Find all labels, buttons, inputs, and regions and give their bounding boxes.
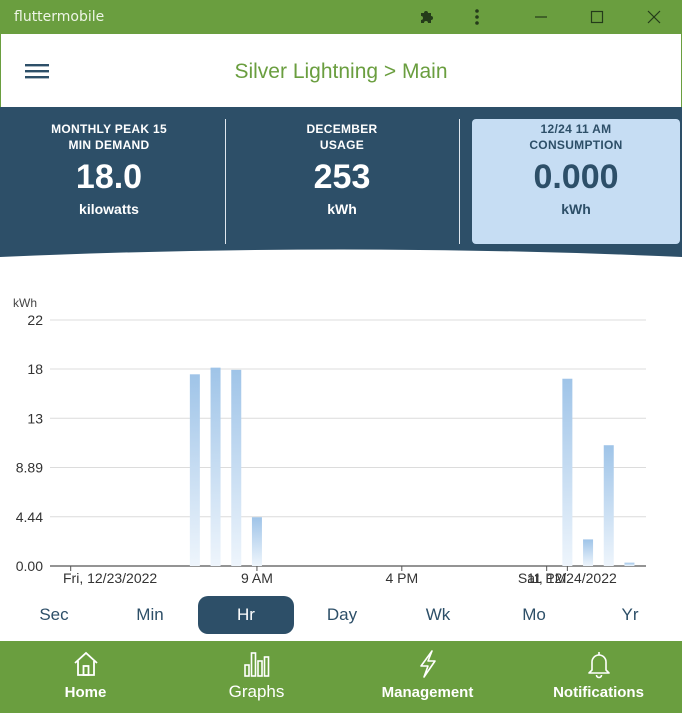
nav-graphs[interactable]: Graphs <box>171 641 342 713</box>
timeframe-sec-button[interactable]: Sec <box>39 605 69 624</box>
nav-notifications[interactable]: Notifications <box>513 641 682 713</box>
page-title: Silver Lightning > Main <box>234 60 448 83</box>
x-tick-label: 9 AM <box>241 570 273 586</box>
nav-label: Home <box>64 684 107 701</box>
y-tick-label: 13 <box>27 410 43 426</box>
timeframe-selector: Sec Min Hr Day Wk Mo Yr <box>0 596 682 634</box>
stat-hourly-consumption[interactable]: 12/24 11 AM CONSUMPTION 0.000 kWh <box>472 119 680 244</box>
minimize-icon[interactable] <box>529 5 553 29</box>
stat-label-line1: MONTHLY PEAK 15 <box>51 122 167 136</box>
y-tick-label: 4.44 <box>16 509 43 525</box>
timeframe-hr-button[interactable]: Hr <box>198 596 294 634</box>
bar-chart-icon <box>243 652 269 677</box>
stat-label-line1: 12/24 11 AM <box>540 122 612 136</box>
y-tick-label: 18 <box>27 361 43 377</box>
stat-monthly-usage: DECEMBER USAGE 253 kWh <box>237 119 447 239</box>
stat-divider <box>225 119 226 244</box>
stat-peak-demand: MONTHLY PEAK 15 MIN DEMAND 18.0 kilowatt… <box>4 119 214 239</box>
bell-icon <box>587 652 610 679</box>
home-icon <box>73 651 98 676</box>
x-tick-label: 4 PM <box>385 570 418 586</box>
stat-value: 0.000 <box>533 158 619 196</box>
close-icon[interactable] <box>642 5 666 29</box>
stat-label-line1: DECEMBER <box>306 122 378 136</box>
hamburger-menu-icon[interactable] <box>25 61 49 81</box>
x-tick-label: 11 PM <box>527 570 566 586</box>
nav-label: Graphs <box>228 682 285 701</box>
timeframe-min-button[interactable]: Min <box>136 605 164 624</box>
bar[interactable] <box>603 445 614 566</box>
stats-panel: MONTHLY PEAK 15 MIN DEMAND 18.0 kilowatt… <box>0 107 682 257</box>
bottom-navigation: Home Graphs Management Notifications <box>0 641 682 713</box>
app-header: Silver Lightning > Main <box>0 34 682 107</box>
extension-puzzle-icon[interactable] <box>415 5 439 29</box>
stat-label-line2: USAGE <box>319 138 365 152</box>
timeframe-wk-button[interactable]: Wk <box>425 605 451 624</box>
x-tick-label: Fri, 12/23/2022 <box>63 570 157 586</box>
window-title: fluttermobile <box>14 9 105 25</box>
stat-value: 253 <box>313 158 371 196</box>
stat-unit: kilowatts <box>79 201 139 217</box>
stat-value: 18.0 <box>75 158 143 196</box>
stat-unit: kWh <box>561 201 591 217</box>
nav-home[interactable]: Home <box>0 641 171 713</box>
x-tick-label: Sat, 12/24/2022 <box>518 570 617 586</box>
bar[interactable] <box>624 562 635 566</box>
stat-divider <box>459 119 460 244</box>
timeframe-yr-button[interactable]: Yr <box>621 605 639 624</box>
bar[interactable] <box>189 374 200 566</box>
bar[interactable] <box>231 369 242 566</box>
stat-label-line2: CONSUMPTION <box>529 138 623 152</box>
bar[interactable] <box>251 517 262 566</box>
nav-management[interactable]: Management <box>342 641 513 713</box>
bar[interactable] <box>562 378 573 566</box>
window-title-bar: fluttermobile <box>0 0 682 34</box>
y-tick-label: 0.00 <box>16 558 43 574</box>
nav-label: Management <box>381 684 474 701</box>
nav-label: Notifications <box>553 684 644 701</box>
bar[interactable] <box>583 539 594 566</box>
lightning-icon <box>419 650 436 678</box>
stat-label-line2: MIN DEMAND <box>68 138 150 152</box>
maximize-icon[interactable] <box>585 5 609 29</box>
timeframe-mo-button[interactable]: Mo <box>522 605 546 624</box>
y-axis-unit-label: kWh <box>13 296 37 310</box>
y-tick-label: 22 <box>27 312 43 328</box>
more-vertical-icon[interactable] <box>465 5 489 29</box>
y-tick-label: 8.89 <box>16 459 43 475</box>
bar[interactable] <box>210 367 221 566</box>
timeframe-day-button[interactable]: Day <box>326 605 358 624</box>
usage-bar-chart[interactable]: kWh 22 18 13 8.89 4.44 0.00 Fri, 12/23/2022 9 … <box>0 295 682 590</box>
stat-unit: kWh <box>327 201 357 217</box>
